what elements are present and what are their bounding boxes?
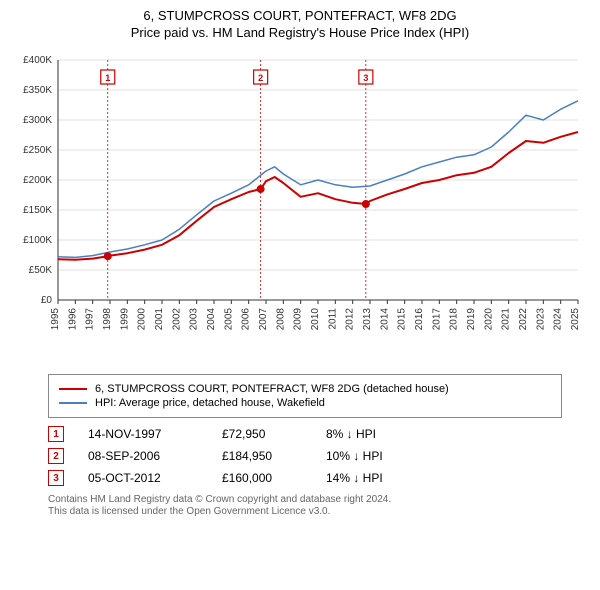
legend-box: 6, STUMPCROSS COURT, PONTEFRACT, WF8 2DG… (48, 374, 562, 418)
svg-text:1999: 1999 (119, 308, 130, 331)
svg-text:2002: 2002 (171, 308, 182, 331)
svg-text:2008: 2008 (275, 308, 286, 331)
svg-text:2000: 2000 (137, 308, 148, 331)
sale-hpi-diff: 8% ↓ HPI (326, 427, 416, 441)
sale-date: 14-NOV-1997 (88, 427, 198, 441)
svg-text:2019: 2019 (466, 308, 477, 331)
svg-text:2005: 2005 (223, 308, 234, 331)
svg-text:2017: 2017 (431, 308, 442, 331)
svg-text:£200K: £200K (23, 175, 52, 186)
legend-label: HPI: Average price, detached house, Wake… (95, 397, 325, 409)
line-chart-svg: £0 £50K £100K £150K £200K £250K £300K £350K £400… (8, 50, 588, 370)
sale-hpi-diff: 14% ↓ HPI (326, 471, 416, 485)
svg-text:£0: £0 (41, 295, 53, 306)
svg-text:£250K: £250K (23, 145, 52, 156)
svg-text:2004: 2004 (206, 308, 217, 331)
chart-container: 6, STUMPCROSS COURT, PONTEFRACT, WF8 2DG… (0, 0, 600, 530)
chart-plot-area: £0 £50K £100K £150K £200K £250K £300K £350K £400… (8, 50, 592, 370)
svg-text:2011: 2011 (327, 308, 338, 330)
svg-text:2015: 2015 (397, 308, 408, 331)
sales-table: 1 14-NOV-1997 £72,950 8% ↓ HPI 2 08-SEP-2006 £… (48, 426, 562, 486)
svg-text:2025: 2025 (570, 308, 581, 331)
legend-swatch (59, 388, 87, 390)
sale-marker-chip: 2 (48, 448, 64, 464)
svg-text:2003: 2003 (189, 308, 200, 331)
svg-text:2016: 2016 (414, 308, 425, 331)
svg-text:£100K: £100K (23, 235, 52, 246)
svg-text:2018: 2018 (449, 308, 460, 331)
svg-text:1: 1 (105, 73, 110, 83)
svg-text:2001: 2001 (154, 308, 165, 331)
legend-label: 6, STUMPCROSS COURT, PONTEFRACT, WF8 2DG… (95, 383, 449, 395)
svg-text:2023: 2023 (535, 308, 546, 331)
sale-price: £184,950 (222, 449, 302, 463)
legend-row: 6, STUMPCROSS COURT, PONTEFRACT, WF8 2DG… (59, 383, 551, 395)
sale-hpi-diff: 10% ↓ HPI (326, 449, 416, 463)
svg-text:1995: 1995 (50, 308, 61, 331)
chart-title-sub: Price paid vs. HM Land Registry's House … (8, 25, 592, 40)
svg-text:2010: 2010 (310, 308, 321, 331)
sale-price: £72,950 (222, 427, 302, 441)
svg-text:£400K: £400K (23, 55, 52, 66)
svg-text:1998: 1998 (102, 308, 113, 331)
sale-row: 1 14-NOV-1997 £72,950 8% ↓ HPI (48, 426, 562, 442)
svg-text:2006: 2006 (241, 308, 252, 331)
svg-text:1996: 1996 (67, 308, 78, 331)
svg-text:2: 2 (258, 73, 263, 83)
svg-text:2013: 2013 (362, 308, 373, 331)
sale-date: 08-SEP-2006 (88, 449, 198, 463)
attribution-line1: Contains HM Land Registry data © Crown c… (48, 494, 562, 505)
svg-text:1997: 1997 (85, 308, 96, 331)
svg-text:2012: 2012 (345, 308, 356, 331)
svg-text:2024: 2024 (553, 308, 564, 331)
sale-marker-chip: 1 (48, 426, 64, 442)
sale-price: £160,000 (222, 471, 302, 485)
attribution: Contains HM Land Registry data © Crown c… (48, 494, 562, 517)
svg-text:£350K: £350K (23, 85, 52, 96)
svg-text:£150K: £150K (23, 205, 52, 216)
svg-text:3: 3 (363, 73, 368, 83)
svg-text:2007: 2007 (258, 308, 269, 331)
attribution-line2: This data is licensed under the Open Gov… (48, 506, 562, 517)
svg-text:2020: 2020 (483, 308, 494, 331)
svg-text:2014: 2014 (379, 308, 390, 331)
sale-row: 2 08-SEP-2006 £184,950 10% ↓ HPI (48, 448, 562, 464)
svg-text:2022: 2022 (518, 308, 529, 331)
legend-swatch (59, 402, 87, 404)
svg-text:2009: 2009 (293, 308, 304, 331)
svg-text:2021: 2021 (501, 308, 512, 331)
sale-marker-chip: 3 (48, 470, 64, 486)
sale-date: 05-OCT-2012 (88, 471, 198, 485)
legend-row: HPI: Average price, detached house, Wake… (59, 397, 551, 409)
svg-text:£50K: £50K (29, 265, 53, 276)
sale-row: 3 05-OCT-2012 £160,000 14% ↓ HPI (48, 470, 562, 486)
svg-text:£300K: £300K (23, 115, 52, 126)
chart-title-main: 6, STUMPCROSS COURT, PONTEFRACT, WF8 2DG (8, 8, 592, 23)
